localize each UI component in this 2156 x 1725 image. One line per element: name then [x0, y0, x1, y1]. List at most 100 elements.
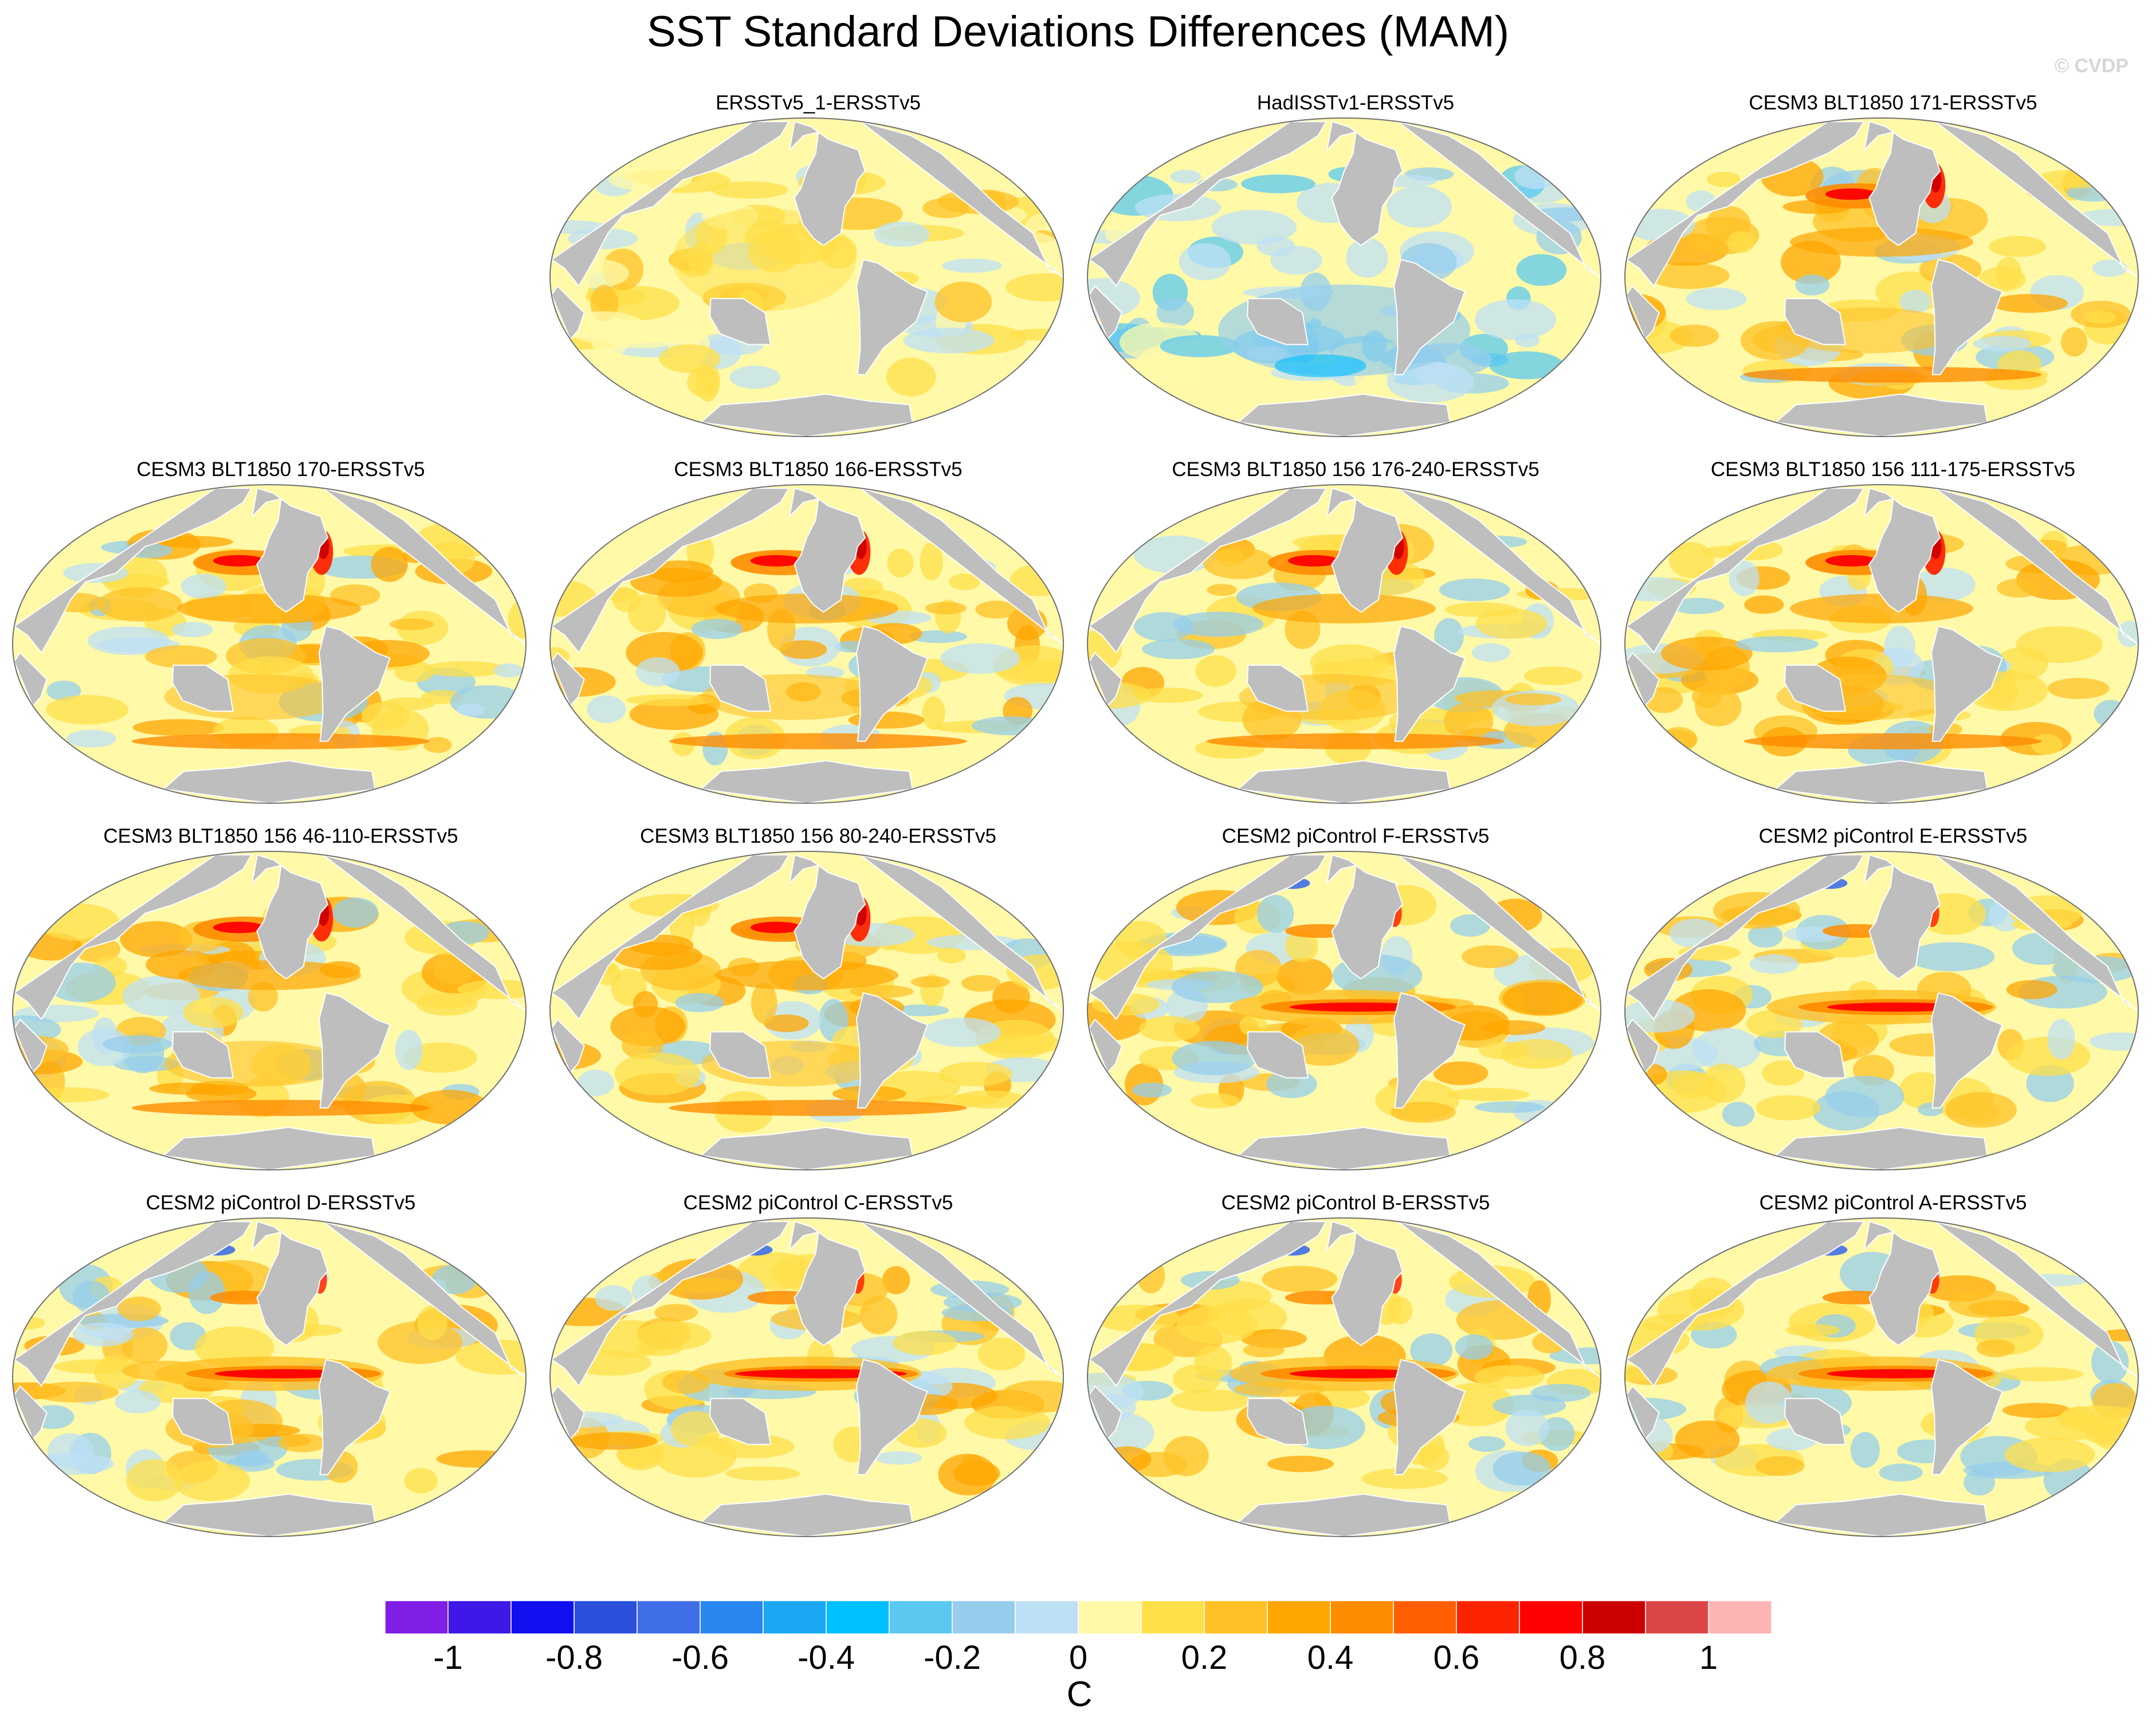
colorbar-swatch: [1456, 1600, 1520, 1634]
world-map: [1624, 484, 2139, 804]
land-eurasia-east: [1935, 488, 2138, 645]
land-australia: [172, 665, 234, 712]
colorbar-swatch: [700, 1600, 764, 1634]
colorbar-swatch: [1645, 1600, 1709, 1634]
land-eurasia-west: [551, 1221, 790, 1388]
land-eurasia-west: [1088, 488, 1328, 654]
land-africa: [13, 1385, 48, 1440]
land-americas-north: [1863, 120, 1941, 246]
colorbar-swatch: [1519, 1600, 1583, 1634]
colorbar-swatch: [1015, 1600, 1079, 1634]
main-title: SST Standard Deviations Differences (MAM…: [646, 7, 1510, 56]
map-panel: CESM3 BLT1850 156 46-110-ERSSTv5: [11, 825, 550, 1192]
colorbar-tick-label: 1: [1699, 1639, 1718, 1676]
panel-title: CESM3 BLT1850 166-ERSSTv5: [674, 458, 963, 481]
land-eurasia-east: [323, 854, 526, 1011]
land-eurasia-east: [1397, 121, 1601, 278]
watermark: © CVDP: [2055, 55, 2128, 77]
land-americas-south: [1930, 992, 2003, 1109]
panel-title: HadISSTv1-ERSSTv5: [1256, 92, 1455, 114]
land-eurasia-west: [551, 488, 790, 654]
land-americas-north: [1863, 854, 1941, 980]
land-africa: [1625, 1385, 1660, 1440]
land-australia: [1247, 298, 1309, 345]
land-eurasia-east: [860, 1221, 1063, 1378]
map-panel: CESM2 piControl E-ERSSTv5: [1624, 825, 2156, 1192]
land-africa: [551, 1018, 585, 1074]
land-antarctica: [162, 760, 376, 803]
colorbar-tick-label: 0: [1069, 1639, 1088, 1676]
land-australia: [1784, 665, 1846, 712]
land-eurasia-west: [1625, 854, 1865, 1021]
world-map: [549, 851, 1064, 1170]
land-eurasia-east: [1935, 1221, 2138, 1378]
world-map: [1087, 484, 1601, 804]
colorbar-swatch: [637, 1600, 701, 1634]
colorbar-tick-label: -0.8: [545, 1639, 603, 1676]
land-americas-south: [855, 1358, 928, 1475]
land-africa: [551, 285, 585, 340]
land-eurasia-west: [1088, 854, 1328, 1021]
map-panel: ERSSTv5_1-ERSSTv5: [549, 92, 1087, 458]
land-eurasia-west: [1625, 121, 1865, 288]
colorbar-units: C: [1066, 1675, 1093, 1714]
land-americas-north: [788, 120, 866, 246]
land-americas-north: [251, 1220, 329, 1346]
panel-title: ERSSTv5_1-ERSSTv5: [716, 92, 921, 114]
land-americas-north: [788, 854, 866, 980]
land-eurasia-west: [1625, 1221, 1865, 1388]
world-map: [549, 484, 1064, 804]
land-africa: [1625, 1018, 1660, 1074]
land-africa: [1088, 651, 1122, 707]
land-africa: [1625, 285, 1660, 340]
panel-title: CESM3 BLT1850 156 80-240-ERSSTv5: [640, 825, 996, 847]
panel-title: CESM3 BLT1850 156 46-110-ERSSTv5: [103, 825, 458, 847]
land-eurasia-east: [860, 854, 1063, 1011]
land-australia: [709, 1398, 771, 1445]
land-africa: [1625, 651, 1660, 707]
land-australia: [1784, 1031, 1846, 1079]
panel-title: CESM3 BLT1850 170-ERSSTv5: [136, 458, 425, 481]
land-americas-north: [1326, 120, 1404, 246]
colorbar-swatch: [952, 1600, 1016, 1634]
land-americas-north: [251, 487, 329, 613]
land-antarctica: [700, 1126, 913, 1170]
colorbar-tick-label: 0.6: [1433, 1639, 1480, 1676]
colorbar-tick-label: 0.4: [1307, 1639, 1354, 1676]
world-map: [12, 1217, 527, 1537]
land-eurasia-east: [1397, 488, 1601, 645]
colorbar-swatch: [1708, 1600, 1772, 1634]
land-antarctica: [1237, 1493, 1451, 1537]
land-australia: [172, 1031, 234, 1079]
colorbar-tick-label: -0.6: [671, 1639, 729, 1676]
land-antarctica: [700, 760, 913, 803]
land-antarctica: [162, 1493, 376, 1537]
land-antarctica: [1774, 1126, 1988, 1170]
land-americas-south: [855, 258, 928, 375]
land-americas-north: [1326, 1220, 1404, 1346]
land-australia: [1247, 665, 1309, 712]
land-americas-north: [251, 854, 329, 980]
colorbar-tick-label: -1: [433, 1639, 463, 1676]
world-map: [12, 484, 527, 804]
land-africa: [13, 1018, 48, 1074]
land-australia: [172, 1398, 234, 1445]
world-map: [549, 117, 1064, 437]
land-eurasia-west: [1088, 121, 1328, 288]
land-eurasia-west: [551, 854, 790, 1021]
land-eurasia-east: [1397, 1221, 1601, 1378]
land-eurasia-east: [1397, 854, 1601, 1011]
colorbar-tick-label: -0.4: [798, 1639, 855, 1676]
land-antarctica: [1774, 1493, 1988, 1537]
map-panel: HadISSTv1-ERSSTv5: [1086, 92, 1625, 458]
land-americas-south: [1930, 1358, 2003, 1475]
land-americas-south: [1393, 625, 1466, 742]
colorbar-tick-label: -0.2: [924, 1639, 981, 1676]
colorbar-swatch: [1078, 1600, 1142, 1634]
map-panel: CESM3 BLT1850 156 176-240-ERSSTv5: [1086, 458, 1625, 825]
land-antarctica: [1237, 393, 1451, 437]
land-eurasia-east: [323, 1221, 526, 1378]
land-americas-north: [1863, 1220, 1941, 1346]
land-eurasia-west: [13, 1221, 253, 1388]
panel-title: CESM2 piControl E-ERSSTv5: [1758, 825, 2028, 847]
